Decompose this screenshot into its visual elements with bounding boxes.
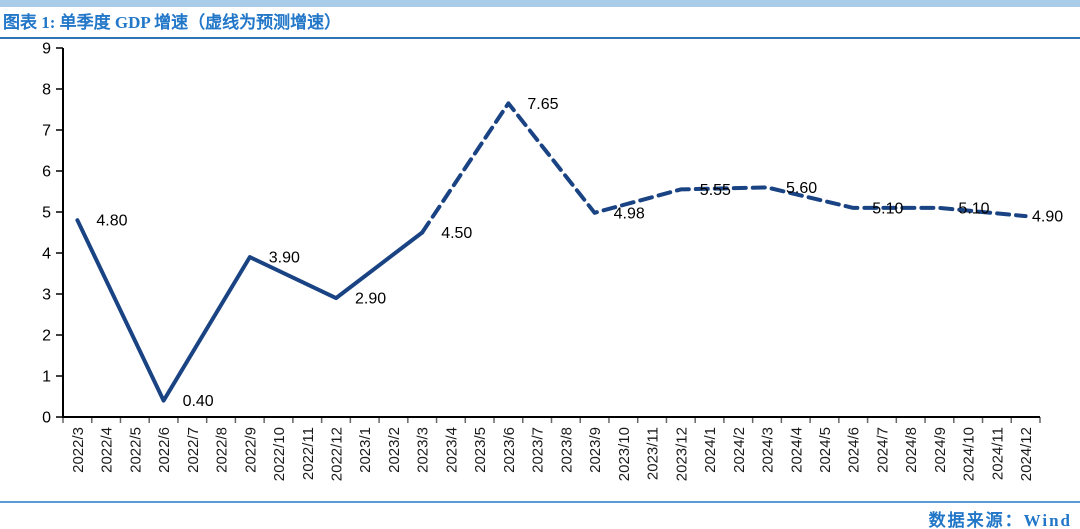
data-label: 5.55 xyxy=(700,182,731,199)
x-axis-label: 2023/4 xyxy=(443,427,460,473)
gdp-line-dashed xyxy=(420,101,1028,235)
x-axis-label: 2024/3 xyxy=(760,427,777,473)
x-axis-label: 2024/12 xyxy=(1018,427,1035,481)
y-tick-label: 8 xyxy=(42,82,51,99)
data-label: 5.10 xyxy=(958,200,989,217)
y-tick-label: 6 xyxy=(42,164,51,181)
x-axis-label: 2023/10 xyxy=(616,427,633,481)
data-label: 2.90 xyxy=(355,291,386,308)
y-tick-label: 4 xyxy=(42,246,51,263)
x-axis-label: 2023/5 xyxy=(472,427,489,473)
x-axis-label: 2022/7 xyxy=(185,427,202,473)
x-axis-label: 2024/4 xyxy=(788,427,805,473)
x-axis-label: 2024/11 xyxy=(989,427,1006,480)
y-tick-label: 2 xyxy=(42,328,51,345)
x-axis-label: 2022/9 xyxy=(242,427,259,473)
data-label: 5.10 xyxy=(872,200,903,217)
x-axis-label: 2023/1 xyxy=(357,427,374,473)
x-axis-label: 2023/3 xyxy=(415,427,432,473)
x-axis-label: 2024/9 xyxy=(932,427,949,473)
x-axis-label: 2024/1 xyxy=(702,427,719,473)
gdp-line-solid xyxy=(75,218,425,403)
x-axis-label: 2022/8 xyxy=(214,427,231,473)
x-axis-label: 2023/11 xyxy=(645,427,662,480)
y-tick-label: 0 xyxy=(42,410,51,427)
x-axis-label: 2023/8 xyxy=(558,427,575,473)
x-axis-label: 2022/10 xyxy=(271,427,288,481)
data-label: 4.98 xyxy=(614,205,645,222)
source-text: 数据来源：Wind xyxy=(928,511,1072,529)
x-axis-label: 2022/3 xyxy=(70,427,87,473)
x-axis-label: 2024/6 xyxy=(846,427,863,473)
data-label: 4.90 xyxy=(1032,209,1063,226)
data-label: 4.80 xyxy=(96,213,127,230)
x-axis-label: 2023/6 xyxy=(501,427,518,473)
y-tick-label: 9 xyxy=(42,41,51,58)
data-label: 0.40 xyxy=(183,393,214,410)
x-axis-label: 2023/7 xyxy=(530,427,547,473)
x-axis-label: 2024/10 xyxy=(961,427,978,481)
x-axis-label: 2023/2 xyxy=(386,427,403,473)
data-label: 3.90 xyxy=(269,250,300,267)
top-accent-bar xyxy=(0,0,1080,7)
x-axis-label: 2022/6 xyxy=(156,427,173,473)
x-axis-label: 2024/5 xyxy=(817,427,834,473)
x-axis-label: 2022/11 xyxy=(300,427,317,480)
x-axis-label: 2024/2 xyxy=(731,427,748,473)
source-footer: 数据来源：Wind xyxy=(0,501,1080,529)
x-axis-label: 2022/4 xyxy=(99,427,116,473)
x-axis-label: 2024/8 xyxy=(903,427,920,473)
x-axis-label: 2022/12 xyxy=(328,427,345,481)
x-axis-label: 2024/7 xyxy=(874,427,891,473)
figure-title: 图表 1: 单季度 GDP 增速（虚线为预测增速） xyxy=(0,7,1080,39)
x-axis-label: 2023/9 xyxy=(587,427,604,473)
gdp-chart-canvas: 0 1 2 3 4 5 6 7 8 9 2022/3 2022/4 2022/5 2022/6 2022/7… xyxy=(42,41,1063,482)
data-label: 5.60 xyxy=(786,180,817,197)
x-axis-label: 2022/5 xyxy=(127,427,144,473)
y-tick-label: 3 xyxy=(42,287,51,304)
x-axis-label: 2023/12 xyxy=(673,427,690,481)
y-tick-label: 7 xyxy=(42,123,51,140)
data-label: 4.50 xyxy=(441,225,472,242)
data-label: 7.65 xyxy=(527,96,558,113)
y-tick-label: 5 xyxy=(42,205,51,222)
y-tick-label: 1 xyxy=(42,369,51,386)
